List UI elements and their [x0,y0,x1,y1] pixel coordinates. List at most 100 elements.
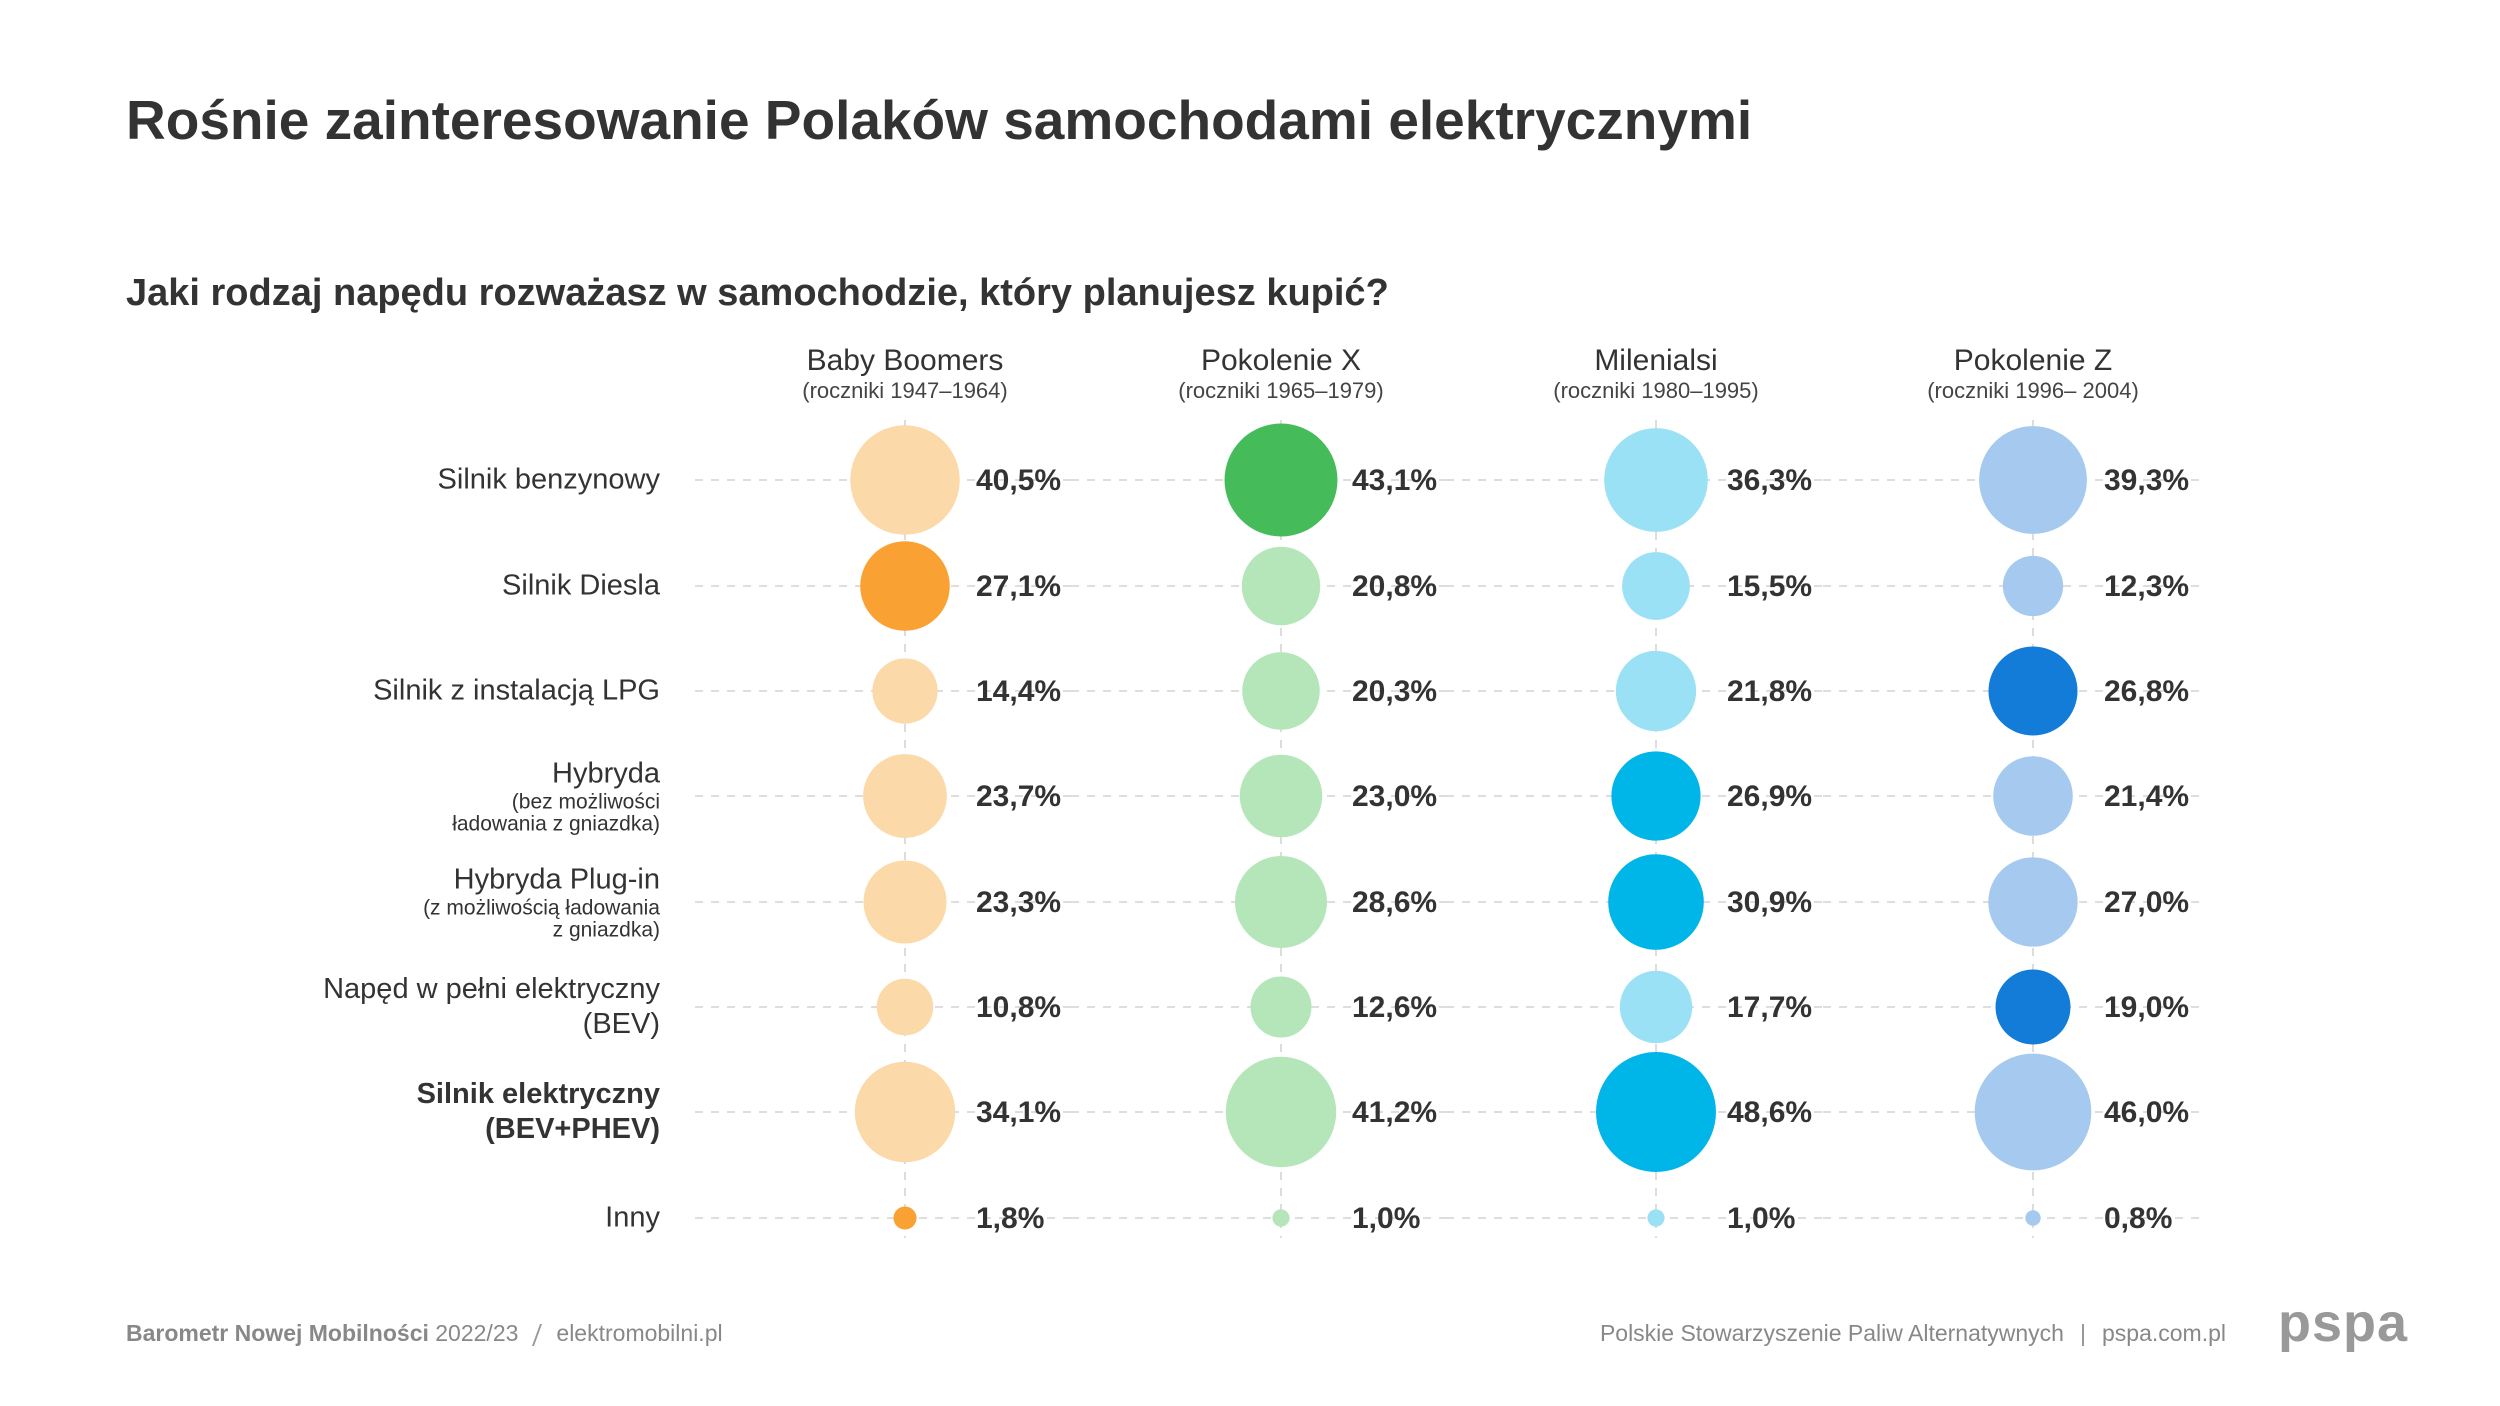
source-site: elektromobilni.pl [556,1320,723,1346]
bubble [860,541,950,631]
value-label: 0,8% [2104,1202,2172,1235]
row-label: Inny [320,1201,660,1236]
column-title: Pokolenie X [1201,344,1361,377]
row-label: Silnik Diesla [320,569,660,604]
value-label: 23,7% [976,780,1061,813]
value-label: 43,1% [1352,464,1437,497]
column-subtitle: (roczniki 1965–1979) [1178,378,1383,403]
column-subtitle: (roczniki 1947–1964) [802,378,1007,403]
footer-source: Barometr Nowej Mobilności 2022/23 elektro… [126,1320,723,1347]
column-title: Baby Boomers [807,344,1004,377]
bubble [1225,1056,1337,1168]
bubble [1988,857,2078,947]
row-label: Silnik elektryczny (BEV+PHEV) [320,1077,660,1147]
category: Silnik benzynowy [437,463,660,496]
bubble [1974,1053,2092,1171]
bubble [2002,555,2064,617]
value-label: 41,2% [1352,1096,1437,1129]
category: Hybryda [552,757,660,790]
row-label: Napęd w pełni elektryczny (BEV) [320,972,660,1042]
bubble [854,1061,956,1163]
category: Inny [605,1201,660,1234]
category: Silnik Diesla [502,569,660,602]
value-label: 23,0% [1352,780,1437,813]
value-label: 48,6% [1727,1096,1812,1129]
bubble [1242,652,1320,730]
bubble [1622,552,1690,620]
value-label: 17,7% [1727,991,1812,1024]
row-label: Silnik z instalacją LPG [320,674,660,709]
category: Silnik z instalacją LPG [373,674,660,707]
row-label: Silnik benzynowy [320,463,660,498]
category: Hybryda Plug-in [453,863,660,896]
chart-title: Rośnie zainteresowanie Polaków samochoda… [126,89,1753,151]
row-label: Hybryda (bez możliwości ładowania z gniaz… [320,757,660,836]
bubble [1241,546,1321,626]
bubble [863,860,947,944]
bubble [1647,1209,1665,1227]
org-name: Polskie Stowarzyszenie Paliw Alternatywn… [1599,1320,2064,1346]
value-label: 1,0% [1352,1202,1420,1235]
value-label: 23,3% [976,886,1061,919]
value-label: 39,3% [2104,464,2189,497]
column-title: Milenialsi [1594,344,1717,377]
source-year: 2022/23 [435,1320,519,1346]
bubble [1611,751,1701,841]
bubble [1250,976,1312,1038]
value-label: 36,3% [1727,464,1812,497]
value-label: 1,8% [976,1202,1044,1235]
value-label: 27,0% [2104,886,2189,919]
bubble [1993,756,2073,836]
bubble [2025,1210,2041,1226]
column-title: Pokolenie Z [1954,344,2112,377]
value-label: 21,8% [1727,675,1812,708]
bubble [1596,1052,1716,1172]
value-label: 34,1% [976,1096,1061,1129]
separator [532,1323,543,1346]
org-site: pspa.com.pl [2101,1320,2226,1346]
value-label: 12,3% [2104,570,2189,603]
bubble [872,658,938,724]
value-label: 30,9% [1727,886,1812,919]
value-label: 40,5% [976,464,1061,497]
value-label: 14,4% [976,675,1061,708]
category-note: (bez możliwości ładowania z gniazdka) [452,790,660,836]
source-name: Barometr Nowej Mobilności [126,1320,429,1346]
category-note: (z możliwością ładowania z gniazdka) [423,896,660,942]
bubble [1235,856,1327,948]
chart-subtitle: Jaki rodzaj napędu rozważasz w samochodz… [126,272,1389,314]
value-label: 1,0% [1727,1202,1795,1235]
bubble [876,978,934,1036]
separator [2081,1323,2084,1346]
value-label: 10,8% [976,991,1061,1024]
value-label: 15,5% [1727,570,1812,603]
bubble [893,1206,917,1230]
row-label: Hybryda Plug-in (z możliwością ładowania … [320,863,660,942]
value-label: 20,3% [1352,675,1437,708]
value-label: 19,0% [2104,991,2189,1024]
bubble [1619,970,1693,1044]
value-label: 26,9% [1727,780,1812,813]
logo: pspa [2278,1293,2409,1353]
column-subtitle: (roczniki 1996– 2004) [1927,378,2139,403]
value-label: 26,8% [2104,675,2189,708]
bubble [1608,854,1704,950]
bubble [850,425,960,535]
bubble [1995,969,2071,1045]
value-label: 28,6% [1352,886,1437,919]
bubble [1979,426,2087,534]
bubble [1224,423,1338,537]
bubble [1615,650,1697,732]
value-label: 12,6% [1352,991,1437,1024]
bubble [1988,646,2078,736]
value-label: 21,4% [2104,780,2189,813]
value-label: 27,1% [976,570,1061,603]
bubble [1239,754,1323,838]
value-label: 46,0% [2104,1096,2189,1129]
footer-org: Polskie Stowarzyszenie Paliw Alternatywn… [1600,1320,2226,1347]
bubble [1604,428,1708,532]
category: Napęd w pełni elektryczny (BEV) [323,973,660,1040]
bubble [863,754,947,838]
